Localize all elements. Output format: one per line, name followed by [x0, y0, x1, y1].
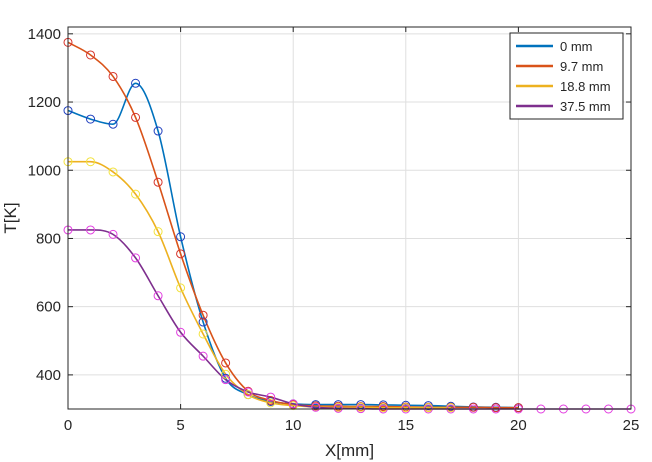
data-point-marker: [333, 403, 343, 413]
y-tick-label: 1200: [28, 94, 61, 111]
data-point-marker: [243, 387, 253, 397]
data-point-marker: [108, 167, 118, 177]
data-point-marker: [288, 399, 298, 409]
tick-labels: 0 5 10 15 20 25 400 600 800 1000 1200 1400: [28, 26, 640, 434]
data-point-marker: [153, 126, 163, 136]
y-tick-label: 1400: [28, 26, 61, 43]
y-tick-label: 400: [36, 367, 61, 384]
x-tick-label: 20: [510, 417, 527, 434]
data-point-marker: [176, 249, 186, 259]
data-point-marker: [198, 351, 208, 361]
data-point-marker: [198, 317, 208, 327]
data-point-marker: [153, 291, 163, 301]
data-point-marker: [153, 177, 163, 187]
data-point-marker: [266, 392, 276, 402]
x-axis-label: X[mm]: [325, 441, 374, 460]
data-point-marker: [266, 398, 276, 408]
data-point-marker: [86, 225, 96, 235]
data-point-marker: [243, 390, 253, 400]
x-tick-label: 25: [623, 417, 640, 434]
data-point-marker: [176, 283, 186, 293]
legend-label: 18.8 mm: [560, 79, 611, 94]
data-point-marker: [108, 71, 118, 81]
plot-area-frame: [67, 26, 632, 410]
data-point-marker: [86, 114, 96, 124]
series-line: [67, 229, 631, 410]
data-point-marker: [131, 112, 141, 122]
data-point-marker: [221, 375, 231, 385]
legend-box: [509, 32, 624, 120]
x-tick-label: 0: [64, 417, 72, 434]
legend-label: 9.7 mm: [560, 59, 603, 74]
y-tick-label: 800: [36, 230, 61, 247]
data-point-marker: [108, 119, 118, 129]
data-point-marker: [131, 78, 141, 88]
data-point-marker: [131, 189, 141, 199]
data-point-marker: [176, 232, 186, 242]
data-point-marker: [153, 227, 163, 237]
x-tick-label: 10: [285, 417, 302, 434]
data-point-marker: [176, 327, 186, 337]
y-tick-label: 600: [36, 299, 61, 316]
data-point-marker: [221, 358, 231, 368]
y-tick-label: 1000: [28, 162, 61, 179]
data-point-marker: [266, 395, 276, 405]
series-line: [68, 160, 451, 409]
data-point-marker: [131, 253, 141, 263]
data-point-marker: [198, 329, 208, 339]
x-tick-label: 15: [397, 417, 414, 434]
data-point-marker: [108, 229, 118, 239]
legend: 0 mm 9.7 mm 18.8 mm 37.5 mm: [509, 32, 624, 120]
x-tick-label: 5: [176, 417, 184, 434]
data-point-marker: [86, 50, 96, 60]
legend-label: 37.5 mm: [560, 99, 611, 114]
legend-label: 0 mm: [560, 39, 593, 54]
data-point-marker: [221, 369, 231, 379]
data-point-marker: [86, 157, 96, 167]
data-point-marker: [198, 310, 208, 320]
y-axis-label: T[K]: [1, 202, 20, 233]
data-point-marker: [311, 402, 321, 412]
